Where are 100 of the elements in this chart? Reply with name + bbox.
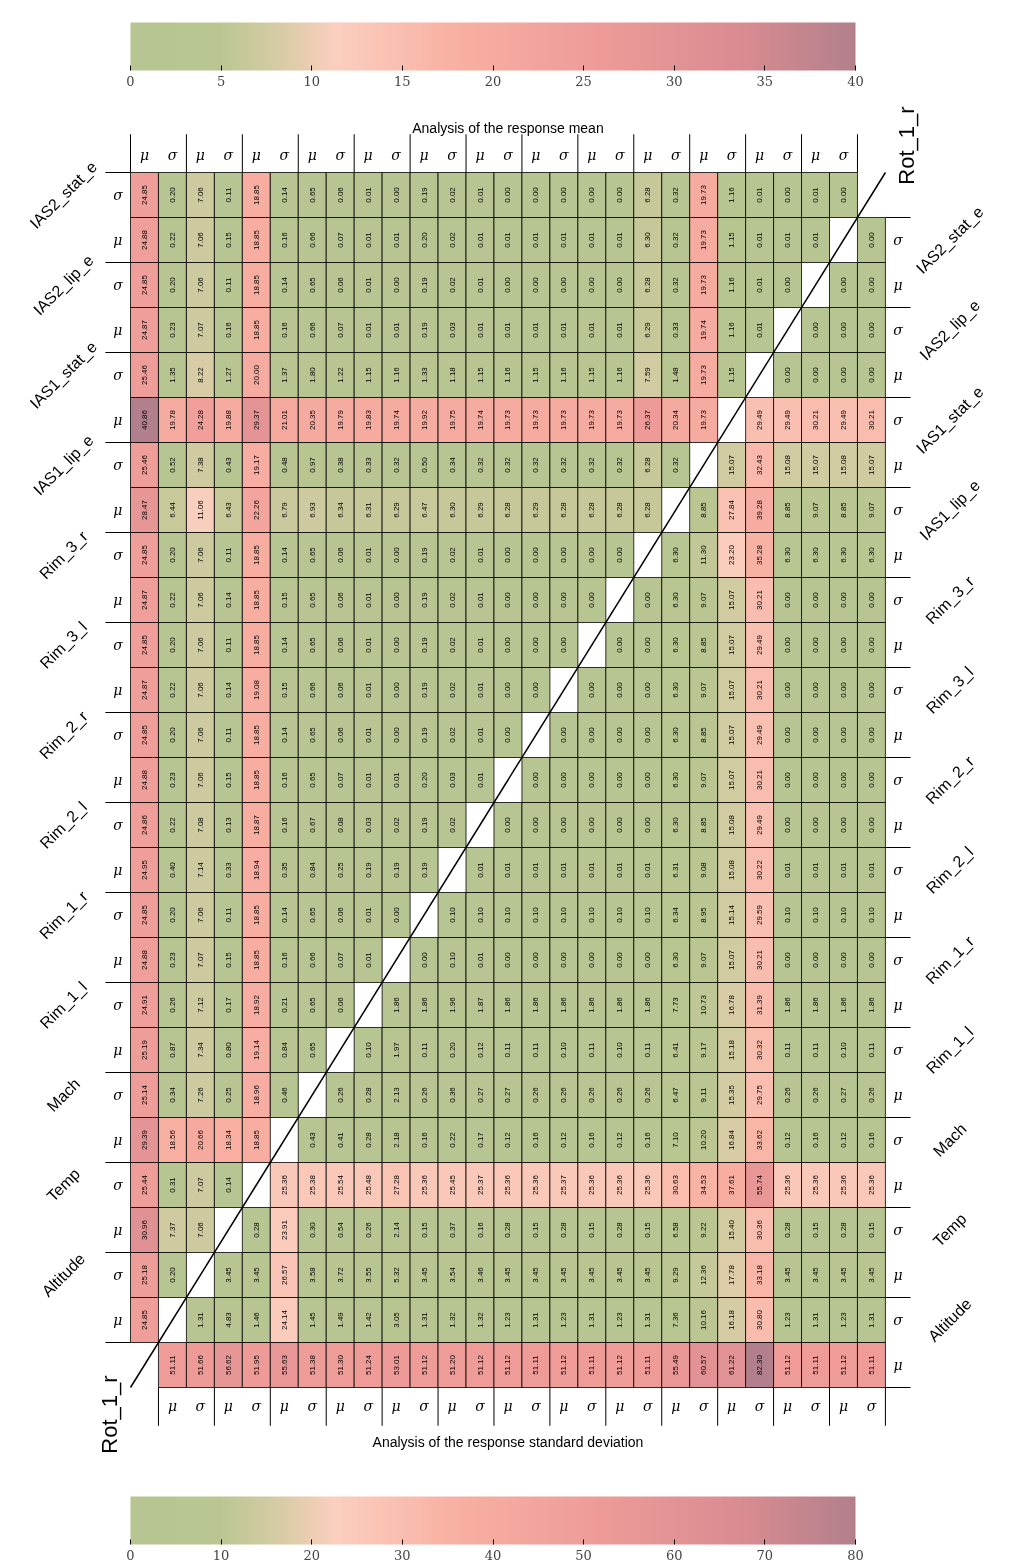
data-label: 0.07 xyxy=(335,771,345,788)
data-label: 7.08 xyxy=(195,816,205,833)
data-label: 0.16 xyxy=(279,231,289,248)
data-label: 6.30 xyxy=(783,546,793,563)
data-label: 1.96 xyxy=(447,996,457,1013)
x-tick-label: σ xyxy=(447,146,458,163)
data-label: 0.00 xyxy=(559,726,569,743)
data-label: 56.62 xyxy=(223,1354,233,1376)
y-tick-label: σ xyxy=(113,637,124,653)
data-label: 19.83 xyxy=(363,409,373,431)
data-label: 0.32 xyxy=(615,456,625,473)
y-tick-label: σ xyxy=(893,1132,904,1148)
data-label: 0.00 xyxy=(811,591,821,608)
data-label: 0.00 xyxy=(615,636,625,653)
data-label: 0.00 xyxy=(811,681,821,698)
data-label: 0.00 xyxy=(615,276,625,293)
data-label: 6.31 xyxy=(671,861,681,878)
data-label: 0.01 xyxy=(615,231,625,248)
data-label: 29.39 xyxy=(139,1129,149,1151)
x-tick-label: μ xyxy=(727,1397,737,1414)
data-label: 0.01 xyxy=(363,771,373,788)
data-label: 0.01 xyxy=(811,186,821,203)
data-label: 5.32 xyxy=(391,1266,401,1283)
data-label: 1.31 xyxy=(419,1311,429,1328)
data-label: 1.33 xyxy=(419,366,429,383)
data-label: 0.02 xyxy=(447,186,457,203)
x-tick-label: σ xyxy=(419,1397,430,1414)
data-label: 0.28 xyxy=(503,1221,513,1238)
data-label: 3.45 xyxy=(643,1266,653,1283)
data-label: 19.78 xyxy=(167,409,177,431)
data-label: 0.26 xyxy=(643,1086,653,1103)
data-label: 0.00 xyxy=(503,726,513,743)
data-label: 0.01 xyxy=(363,726,373,743)
data-label: 0.00 xyxy=(391,906,401,923)
data-label: 3.45 xyxy=(866,1266,876,1283)
data-label: 29.49 xyxy=(755,814,765,836)
data-label: 25.36 xyxy=(783,1174,793,1196)
data-label: 6.28 xyxy=(643,456,653,473)
data-label: 24.91 xyxy=(139,994,149,1016)
data-label: 18.87 xyxy=(251,814,261,836)
data-label: 0.00 xyxy=(391,726,401,743)
data-label: 9.07 xyxy=(699,951,709,968)
data-label: 0.65 xyxy=(307,1041,317,1058)
data-label: 0.00 xyxy=(391,681,401,698)
data-label: 1.37 xyxy=(279,366,289,383)
y-tick-label: μ xyxy=(113,1042,123,1058)
data-label: 0.23 xyxy=(167,951,177,968)
data-label: 0.00 xyxy=(559,951,569,968)
data-label: 6.30 xyxy=(671,681,681,698)
y-tick-label: μ xyxy=(113,592,123,608)
data-label: 1.86 xyxy=(391,996,401,1013)
data-label: 11.06 xyxy=(195,499,205,520)
data-label: 0.01 xyxy=(475,636,485,653)
data-label: 0.00 xyxy=(866,951,876,968)
data-label: 0.11 xyxy=(811,1041,821,1058)
data-label: 0.10 xyxy=(838,1041,848,1058)
data-label: 0.01 xyxy=(503,321,513,338)
data-label: 0.00 xyxy=(783,726,793,743)
data-label: 0.00 xyxy=(531,771,541,788)
y-tick-label: μ xyxy=(113,1132,123,1148)
data-label: 25.36 xyxy=(811,1174,821,1196)
data-label: 0.01 xyxy=(363,636,373,653)
data-label: 0.28 xyxy=(783,1221,793,1238)
y-tick-label: μ xyxy=(113,772,123,788)
data-label: 7.14 xyxy=(195,861,205,878)
data-label: 0.00 xyxy=(838,816,848,833)
data-label: 0.38 xyxy=(335,456,345,473)
data-label: 0.01 xyxy=(783,861,793,878)
data-label: 16.18 xyxy=(727,1309,737,1331)
data-label: 51.11 xyxy=(643,1354,653,1375)
data-label: 1.16 xyxy=(727,321,737,338)
data-label: 0.00 xyxy=(531,276,541,293)
color-bar-label: 0 xyxy=(126,1547,135,1563)
y-tick-label: μ xyxy=(893,1177,903,1193)
data-label: 4.83 xyxy=(223,1311,233,1328)
data-label: 0.25 xyxy=(223,1086,233,1103)
data-label: 0.25 xyxy=(335,861,345,878)
y-tick-label: μ xyxy=(893,457,903,473)
data-label: 0.00 xyxy=(783,366,793,383)
data-label: 25.37 xyxy=(559,1174,569,1196)
x-tick-label: σ xyxy=(726,146,737,163)
x-tick-label: σ xyxy=(782,146,793,163)
data-label: 9.17 xyxy=(699,1041,709,1058)
x-tick-label: μ xyxy=(559,1397,569,1414)
data-label: 55.49 xyxy=(671,1354,681,1376)
data-label: 0.16 xyxy=(279,771,289,788)
data-label: 0.10 xyxy=(811,906,821,923)
data-label: 0.00 xyxy=(643,681,653,698)
x-tick-label: μ xyxy=(447,1397,457,1414)
data-label: 0.01 xyxy=(363,321,373,338)
data-label: 0.33 xyxy=(223,861,233,878)
x-tick-label: σ xyxy=(307,1397,318,1414)
data-label: 6.58 xyxy=(671,1221,681,1238)
data-label: 1.97 xyxy=(391,1041,401,1058)
data-label: 0.15 xyxy=(866,1221,876,1238)
data-label: 15.07 xyxy=(727,454,737,476)
data-label: 0.28 xyxy=(363,1131,373,1148)
data-label: 0.00 xyxy=(811,771,821,788)
x-tick-label: μ xyxy=(671,1397,681,1414)
data-label: 0.00 xyxy=(811,366,821,383)
